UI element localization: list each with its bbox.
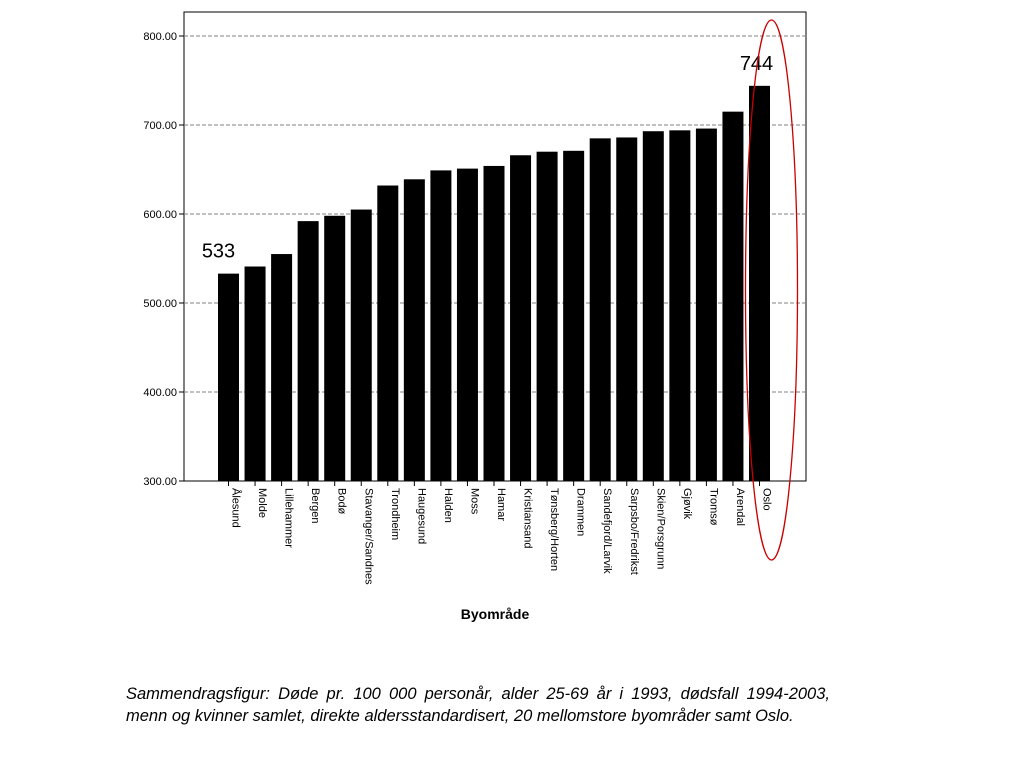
x-tick-label: Trondheim — [389, 488, 401, 540]
x-tick-label: Oslo — [761, 488, 773, 511]
bar — [616, 137, 638, 481]
x-tick-label: Moss — [468, 488, 480, 515]
x-tick-label: Drammen — [575, 488, 587, 536]
y-tick-label: 300.00 — [143, 476, 177, 488]
figure-caption: Sammendragsfigur: Døde pr. 100 000 perso… — [126, 685, 830, 725]
bar — [271, 254, 293, 481]
bar — [695, 128, 717, 481]
bar — [456, 168, 478, 482]
x-tick-label: Halden — [442, 488, 454, 523]
y-tick-label: 700.00 — [143, 120, 177, 132]
bar — [669, 130, 691, 481]
bar-chart: 300.00 400.00 500.00 600.00 700.00 800.00 Åle… — [143, 11, 807, 622]
bar — [324, 215, 346, 481]
data-label: 744 — [740, 53, 773, 75]
y-axis: 300.00 400.00 500.00 600.00 700.00 800.00 — [143, 31, 184, 488]
data-label: 533 — [202, 241, 235, 263]
y-tick-label: 400.00 — [143, 387, 177, 399]
bar — [749, 85, 770, 481]
bar — [483, 165, 505, 481]
x-axis-label: Byområde — [461, 606, 530, 622]
bar — [218, 273, 239, 481]
x-tick-label: Gjøvik — [681, 488, 693, 520]
bar — [563, 150, 585, 481]
x-tick-label: Molde — [256, 488, 268, 518]
x-tick-label: Bodø — [336, 488, 348, 515]
bar — [244, 266, 266, 481]
bar — [297, 221, 319, 481]
bar — [536, 151, 558, 481]
x-tick-label: Sarpsbo/Fredrikst — [628, 488, 640, 575]
bar — [510, 155, 532, 481]
x-tick-label: Stavanger/Sandnes — [362, 488, 374, 585]
bar — [589, 138, 611, 481]
x-tick-label: Lillehammer — [283, 488, 295, 548]
y-tick-label: 500.00 — [143, 298, 177, 310]
x-axis: Ålesund Molde Lillehammer Bergen Bodø Stavang… — [228, 481, 773, 585]
y-tick-label: 600.00 — [143, 209, 177, 221]
bar — [430, 170, 452, 481]
highlight-ellipse — [744, 19, 799, 561]
x-tick-label: Tromsø — [707, 488, 719, 526]
x-tick-label: Tønsberg/Horten — [548, 488, 560, 571]
bars — [218, 85, 770, 482]
bar — [642, 131, 664, 482]
x-tick-label: Skien/Porsgrunn — [654, 488, 666, 569]
x-tick-label: Haugesund — [415, 488, 427, 544]
x-tick-label: Sandefjord/Larvik — [601, 488, 613, 574]
x-tick-label: Hamar — [495, 488, 507, 521]
annotations: 533 744 — [202, 19, 799, 561]
x-tick-label: Kristiansand — [522, 488, 534, 549]
x-tick-label: Bergen — [309, 488, 321, 523]
bar — [403, 179, 425, 482]
x-tick-label: Arendal — [734, 488, 746, 526]
bar — [350, 209, 372, 482]
bar — [722, 111, 744, 482]
bar — [377, 185, 399, 481]
x-tick-label: Ålesund — [230, 488, 243, 528]
y-tick-label: 800.00 — [143, 31, 177, 43]
